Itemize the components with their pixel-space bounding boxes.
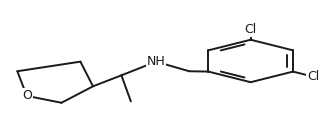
Text: O: O bbox=[22, 89, 32, 102]
Text: Cl: Cl bbox=[244, 23, 257, 36]
Text: NH: NH bbox=[147, 55, 165, 68]
Text: Cl: Cl bbox=[307, 70, 320, 83]
